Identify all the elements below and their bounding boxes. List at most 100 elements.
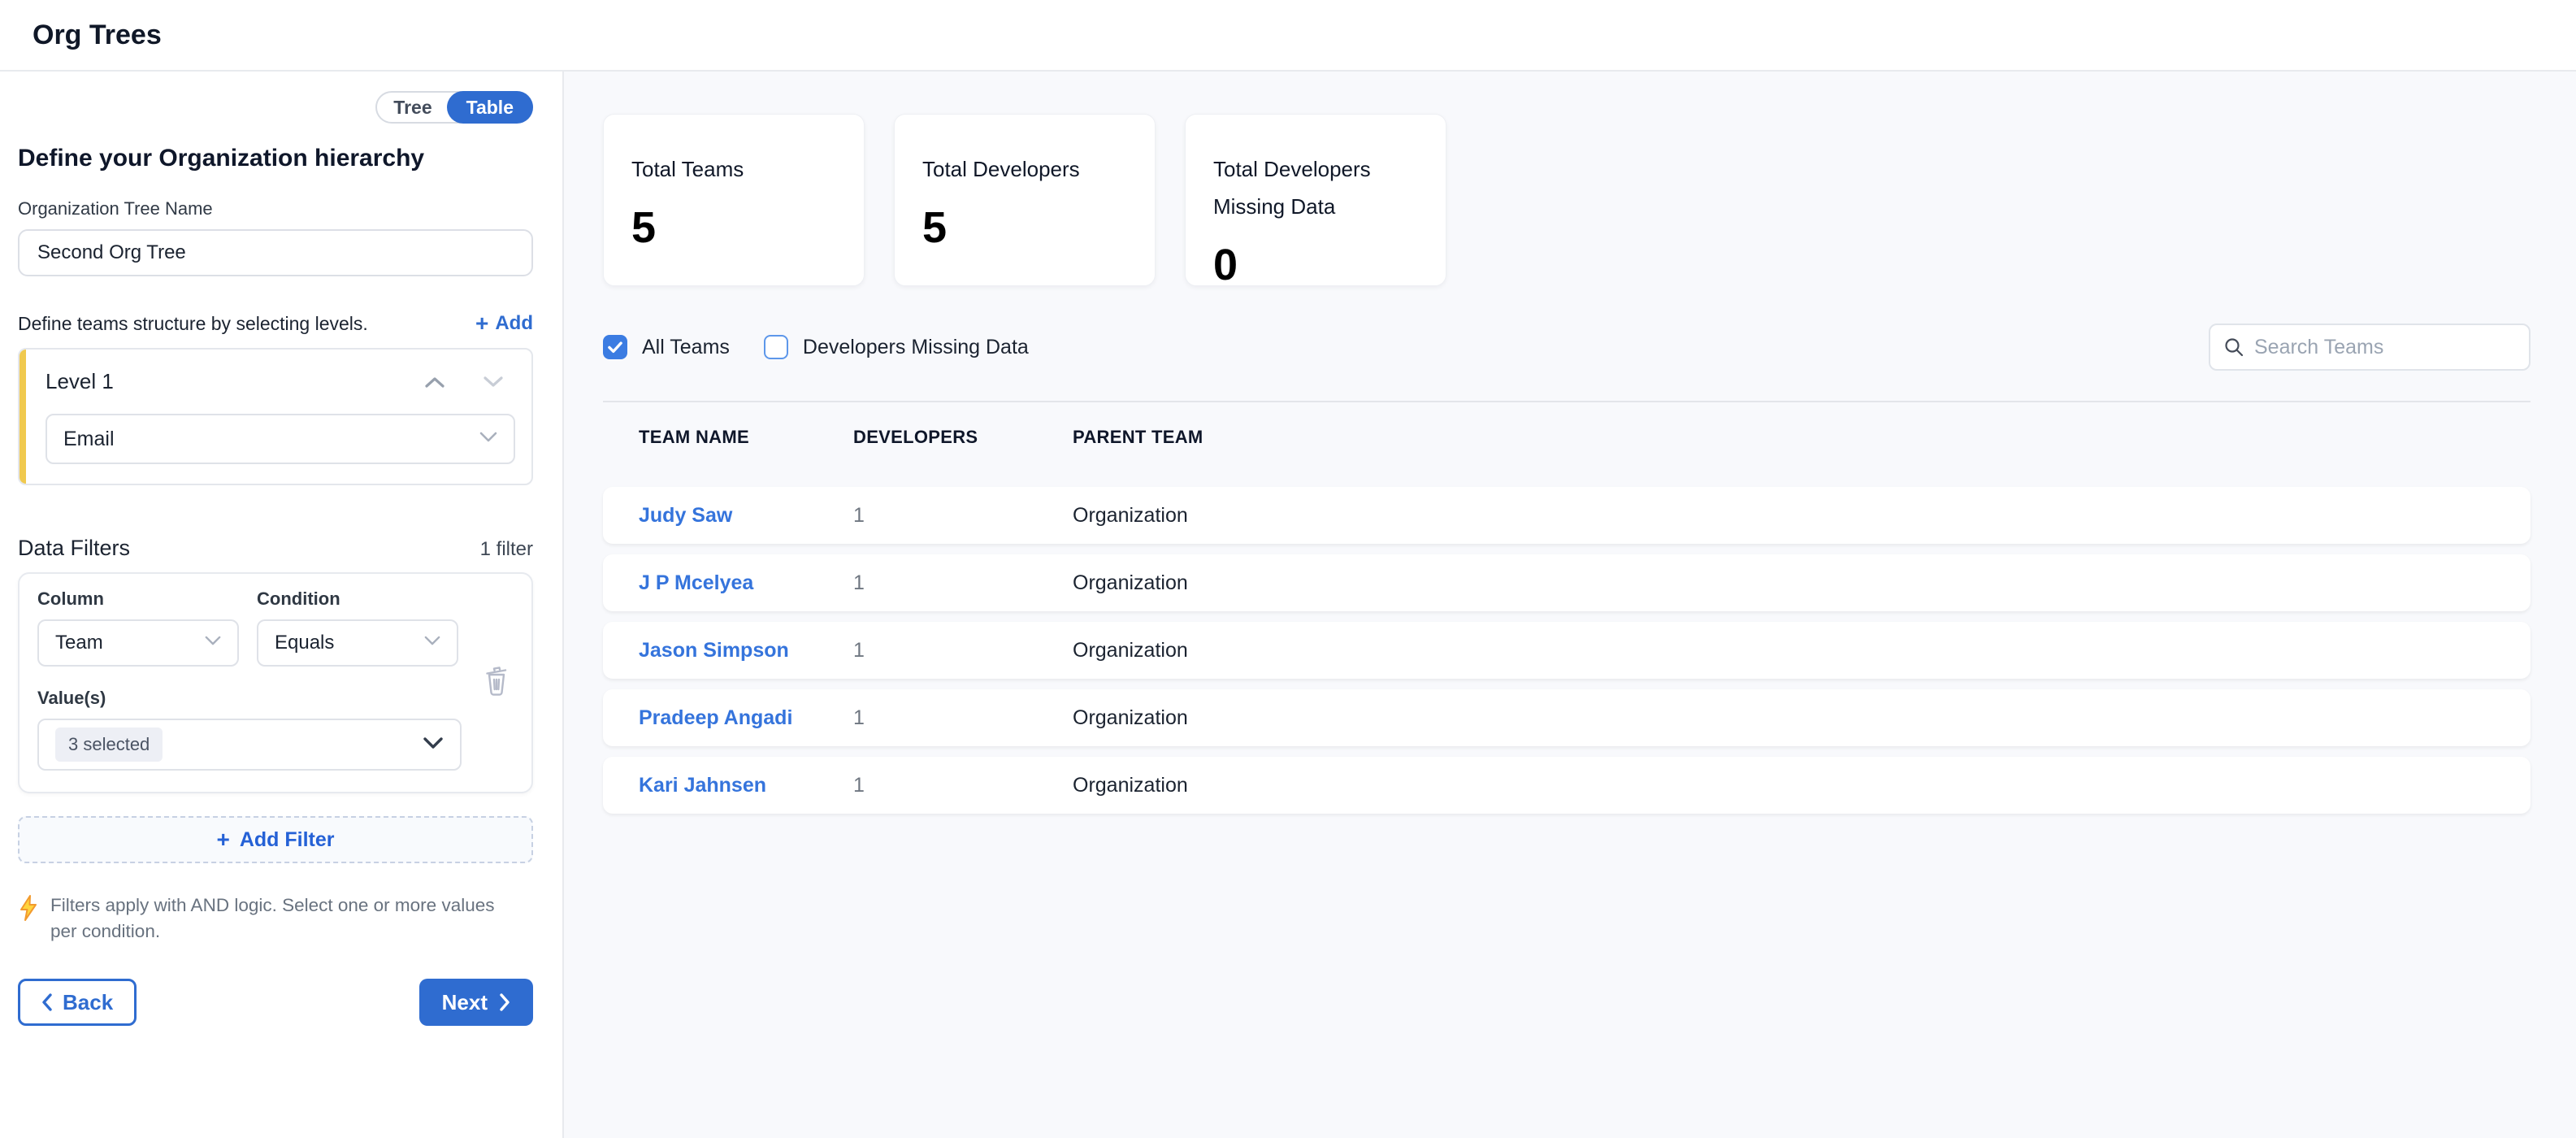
add-level-button[interactable]: + Add (475, 312, 533, 335)
add-filter-button[interactable]: + Add Filter (18, 816, 533, 863)
filters-note: Filters apply with AND logic. Select one… (18, 893, 533, 945)
stat-value: 5 (922, 203, 948, 252)
level-accent-bar (20, 350, 26, 484)
missing-data-label: Developers Missing Data (802, 335, 1029, 358)
table-row: J P Mcelyea 1 Organization (603, 554, 2530, 611)
next-button[interactable]: Next (418, 979, 533, 1026)
table-row: Judy Saw 1 Organization (603, 487, 2530, 544)
view-toggle-row: Tree Table (18, 91, 533, 124)
stat-card-missing-data: Total Developers Missing Data 0 (1185, 114, 1446, 289)
toggle-tree[interactable]: Tree (377, 93, 448, 122)
filter-card: Column Team Condition Equals (18, 572, 533, 793)
developer-count: 1 (853, 773, 865, 797)
developer-count: 1 (853, 706, 865, 729)
level-card: Level 1 Email (18, 348, 533, 485)
level-card-header: Level 1 (46, 369, 515, 394)
data-filters-header: Data Filters 1 filter (18, 536, 533, 561)
column-header-developers: DEVELOPERS (853, 427, 978, 447)
move-level-down-button[interactable] (483, 376, 504, 389)
values-label: Value(s) (37, 688, 106, 708)
selected-count-chip: 3 selected (55, 728, 163, 762)
values-multiselect[interactable]: 3 selected (37, 719, 462, 771)
team-name-link[interactable]: Pradeep Angadi (639, 706, 793, 729)
team-name-link[interactable]: Kari Jahnsen (639, 773, 767, 797)
chevron-left-icon (42, 993, 52, 1011)
delete-filter-button[interactable] (483, 665, 510, 697)
team-name-link[interactable]: J P Mcelyea (639, 571, 754, 594)
stat-card-total-developers: Total Developers 5 (894, 114, 1156, 286)
parent-team: Organization (1073, 773, 1188, 797)
plus-icon: + (216, 827, 230, 852)
page-title: Org Trees (33, 19, 162, 50)
level-reorder-controls (424, 376, 515, 389)
stat-label: Total Teams (631, 157, 744, 181)
missing-data-checkbox[interactable]: Developers Missing Data (763, 335, 1029, 359)
parent-team: Organization (1073, 503, 1188, 527)
sidebar-heading: Define your Organization hierarchy (18, 145, 425, 172)
checkbox-checked-icon (603, 335, 627, 359)
back-label: Back (63, 989, 114, 1014)
column-select[interactable]: Team (37, 619, 239, 667)
search-teams-input[interactable] (2254, 335, 2516, 359)
config-sidebar: Tree Table Define your Organization hier… (0, 72, 564, 1138)
chevron-down-icon (424, 636, 440, 650)
table-row: Jason Simpson 1 Organization (603, 622, 2530, 679)
content: Tree Table Define your Organization hier… (0, 72, 2576, 1138)
table-filter-toggles: All Teams Developers Missing Data (603, 335, 1029, 359)
team-name-link[interactable]: Jason Simpson (639, 638, 789, 662)
table-row: Pradeep Angadi 1 Organization (603, 689, 2530, 746)
table-header: TEAM NAME DEVELOPERS PARENT TEAM (603, 402, 2530, 448)
search-icon (2225, 338, 2244, 357)
team-table-body: Judy Saw 1 Organization J P Mcelyea 1 Or… (603, 487, 2530, 814)
lightning-bolt-icon (20, 895, 37, 921)
column-header-parent-team: PARENT TEAM (1073, 427, 1203, 447)
back-button[interactable]: Back (18, 979, 137, 1026)
checkbox-unchecked-icon (763, 335, 788, 359)
next-label: Next (441, 989, 488, 1014)
stat-value: 5 (631, 203, 657, 252)
all-teams-label: All Teams (642, 335, 730, 358)
chevron-right-icon (500, 993, 510, 1011)
chevron-down-icon (479, 432, 497, 447)
all-teams-checkbox[interactable]: All Teams (603, 335, 730, 359)
tree-name-input[interactable] (18, 229, 533, 276)
team-name-link[interactable]: Judy Saw (639, 503, 733, 527)
stat-label: Total Developers (922, 157, 1080, 181)
move-level-up-button[interactable] (424, 376, 445, 389)
column-value: Team (55, 632, 103, 654)
toggle-table[interactable]: Table (446, 91, 533, 124)
add-filter-label: Add Filter (239, 827, 335, 851)
parent-team: Organization (1073, 638, 1188, 662)
condition-label: Condition (257, 589, 340, 609)
view-toggle: Tree Table (375, 91, 533, 124)
level-field-select[interactable]: Email (46, 414, 515, 464)
column-label: Column (37, 589, 104, 609)
stat-value: 0 (1213, 241, 1238, 289)
search-teams-box (2209, 324, 2530, 371)
parent-team: Organization (1073, 706, 1188, 729)
condition-select[interactable]: Equals (257, 619, 458, 667)
wizard-nav: Back Next (18, 979, 533, 1026)
developer-count: 1 (853, 571, 865, 594)
filters-note-text: Filters apply with AND logic. Select one… (50, 895, 495, 941)
column-header-team-name: TEAM NAME (639, 427, 749, 447)
tree-name-label: Organization Tree Name (18, 198, 213, 219)
stat-label: Total Developers Missing Data (1213, 157, 1371, 219)
levels-header: Define teams structure by selecting leve… (18, 312, 533, 335)
chevron-down-icon (205, 636, 221, 650)
data-filters-title: Data Filters (18, 536, 131, 560)
condition-value: Equals (275, 632, 335, 654)
chevron-down-icon (484, 376, 503, 387)
levels-hint: Define teams structure by selecting leve… (18, 312, 368, 334)
table-toolbar: All Teams Developers Missing Data (603, 324, 2530, 371)
developer-count: 1 (853, 638, 865, 662)
toolbar-divider (603, 401, 2530, 402)
teams-panel: Total Teams 5 Total Developers 5 Total D… (564, 72, 2576, 1138)
developer-count: 1 (853, 503, 865, 527)
add-level-label: Add (495, 312, 533, 334)
app-header: Org Trees (0, 0, 2576, 72)
chevron-up-icon (425, 376, 445, 388)
table-row: Kari Jahnsen 1 Organization (603, 757, 2530, 814)
filter-count-badge: 1 filter (479, 538, 533, 560)
